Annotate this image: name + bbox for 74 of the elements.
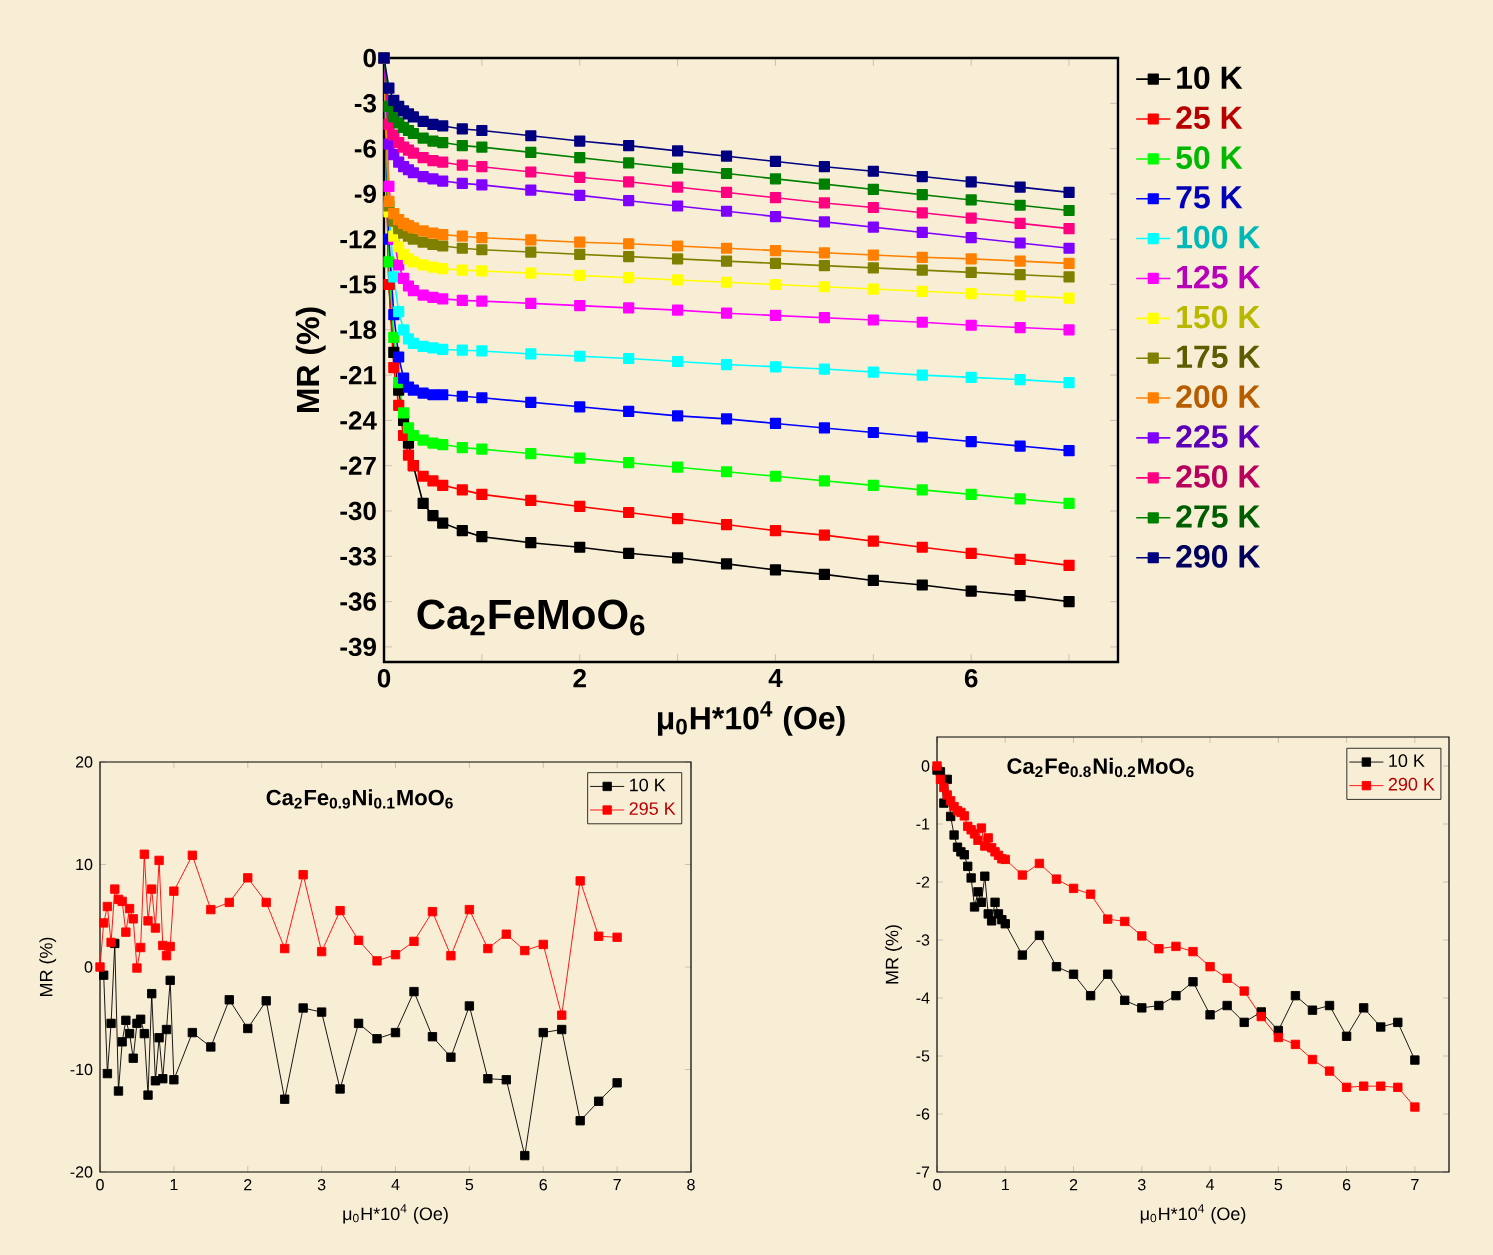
legend-label: 175 K bbox=[1177, 345, 1261, 369]
y-tick-label: -36 bbox=[340, 592, 376, 611]
legend-label: 100 K bbox=[1177, 225, 1261, 249]
x-tick-label: 1 bbox=[170, 1179, 178, 1191]
legend-label: 295 K bbox=[629, 802, 676, 815]
x-tick-label: 4 bbox=[768, 669, 783, 687]
y-tick-label: 10 bbox=[76, 858, 93, 871]
legend-label: 250 K bbox=[1176, 465, 1261, 488]
y-tick-label: -18 bbox=[340, 320, 377, 339]
y-axis-title: MR (%) bbox=[39, 937, 57, 997]
y-tick-label: -3 bbox=[354, 94, 376, 113]
x-tick-label: 2 bbox=[573, 669, 586, 688]
legend-label: 200 K bbox=[1176, 385, 1261, 408]
x-tick-label: 6 bbox=[539, 1179, 547, 1191]
x-tick-label: 6 bbox=[964, 669, 978, 688]
y-tick-label: -1 bbox=[916, 818, 930, 830]
x-tick-label: 5 bbox=[1274, 1179, 1283, 1191]
y-axis-title: MR (%) bbox=[295, 307, 326, 413]
legend-label: 150 K bbox=[1177, 305, 1261, 329]
y-tick-label: -12 bbox=[340, 230, 376, 249]
x-tick-label: 7 bbox=[613, 1179, 621, 1191]
y-tick-label: -33 bbox=[340, 547, 376, 566]
x-tick-label: 4 bbox=[391, 1179, 400, 1191]
legend-label: 25 K bbox=[1176, 106, 1243, 130]
x-tick-label: 8 bbox=[687, 1179, 695, 1191]
y-tick-label: 0 bbox=[363, 48, 376, 68]
x-tick-label: 2 bbox=[1069, 1179, 1078, 1191]
legend-label: 75 K bbox=[1176, 186, 1243, 209]
annotation: Ca$_{2}$Fe$_{0.9}$Ni$_{0.1}$MoO$_{6}$ bbox=[266, 789, 453, 809]
legend-label: 10 K bbox=[630, 778, 666, 792]
x-tick-label: 4 bbox=[1206, 1179, 1215, 1191]
y-tick-label: -20 bbox=[70, 1166, 93, 1178]
x-tick-label: 6 bbox=[1342, 1179, 1351, 1191]
x-tick-label: 3 bbox=[317, 1179, 326, 1191]
legend-label: 10 K bbox=[1177, 66, 1243, 90]
legend-label: 290 K bbox=[1388, 777, 1435, 791]
legend-label: 275 K bbox=[1176, 505, 1261, 528]
x-tick-label: 1 bbox=[1002, 1179, 1009, 1191]
x-axis-title: μ$_{0}$H*10$^{4}$ (Oe) bbox=[1140, 1204, 1246, 1224]
y-tick-label: 0 bbox=[921, 760, 930, 772]
legend-label: 10 K bbox=[1389, 754, 1425, 768]
x-tick-label: 0 bbox=[933, 1179, 941, 1191]
x-tick-label: 2 bbox=[244, 1179, 252, 1191]
x-tick-label: 0 bbox=[377, 669, 391, 688]
legend-label: 50 K bbox=[1176, 146, 1243, 169]
y-tick-label: -5 bbox=[916, 1050, 930, 1062]
y-tick-label: -27 bbox=[340, 456, 376, 475]
y-tick-label: -6 bbox=[916, 1108, 930, 1120]
legend-label: 290 K bbox=[1176, 545, 1261, 568]
x-axis-title: μ$_{0}$H*10$^{4}$ (Oe) bbox=[343, 1204, 448, 1224]
x-axis-title: μ$_{0}$H*10$^{4}$ (Oe) bbox=[657, 701, 845, 736]
annotation: Ca$_{2}$Fe$_{0.8}$Ni$_{0.2}$MoO$_{6}$ bbox=[1007, 757, 1194, 778]
legend-label: 125 K bbox=[1177, 265, 1261, 289]
x-tick-label: 7 bbox=[1411, 1179, 1419, 1191]
annotation: Ca$_{2}$FeMoO$_{6}$ bbox=[417, 599, 645, 636]
y-tick-label: -9 bbox=[354, 184, 376, 204]
y-tick-label: -39 bbox=[340, 637, 376, 657]
y-tick-label: -6 bbox=[354, 139, 376, 158]
y-tick-label: -7 bbox=[916, 1166, 930, 1178]
y-tick-label: 20 bbox=[75, 756, 93, 768]
x-tick-label: 0 bbox=[96, 1179, 104, 1191]
y-tick-label: -30 bbox=[340, 501, 376, 521]
y-tick-label: 0 bbox=[84, 961, 93, 973]
y-axis-title: MR (%) bbox=[885, 925, 902, 984]
legend-label: 225 K bbox=[1176, 425, 1261, 448]
y-tick-label: -10 bbox=[70, 1063, 93, 1076]
y-tick-label: -15 bbox=[340, 275, 377, 294]
x-tick-label: 5 bbox=[465, 1179, 474, 1191]
y-tick-label: -2 bbox=[916, 876, 930, 888]
y-tick-label: -24 bbox=[340, 411, 377, 430]
y-tick-label: -4 bbox=[916, 992, 930, 1004]
x-tick-label: 3 bbox=[1137, 1179, 1146, 1191]
y-tick-label: -3 bbox=[916, 934, 930, 946]
y-tick-label: -21 bbox=[340, 366, 377, 385]
